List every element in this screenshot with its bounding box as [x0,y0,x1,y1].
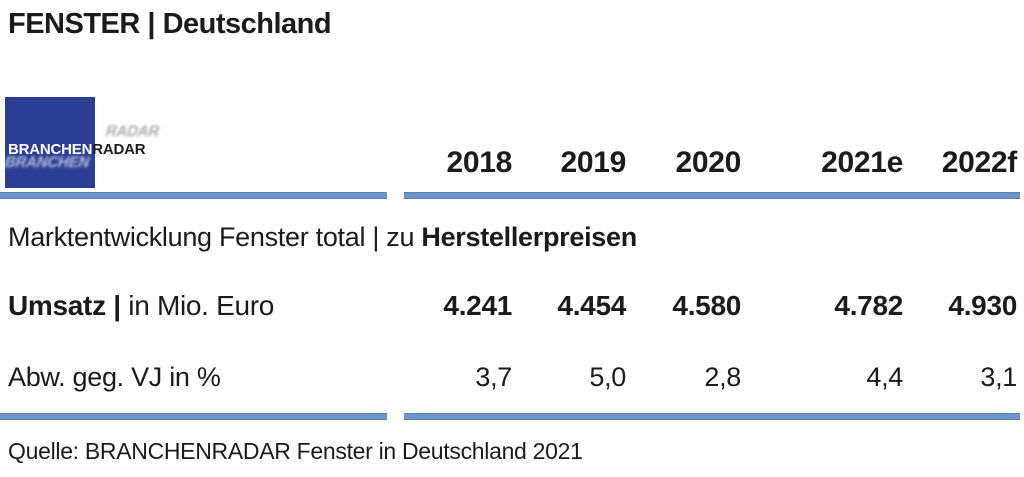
value-umsatz-2020: 4.580 [672,290,741,321]
logo-text-radar: RADAR [92,141,146,158]
column-header-2020: 2020 [675,146,741,179]
section-title: Marktentwicklung Fenster total | zu Hers… [8,222,637,253]
row-label-umsatz: Umsatz | in Mio. Euro [8,290,274,322]
divider-top-left [0,192,387,199]
divider-bottom-right [404,413,1020,420]
column-header-2022f: 2022f [941,146,1018,179]
column-header-2018: 2018 [446,146,512,179]
logo-wordmark: BRANCHENRADAR [8,141,146,158]
table-row-umsatz: Umsatz | in Mio. Euro 4.241 4.454 4.580 … [0,290,1024,326]
value-umsatz-2022f: 4.930 [948,290,1017,321]
value-abweichung-2018: 3,7 [475,362,512,392]
divider-top-right [404,192,1020,199]
section-title-regular: Marktentwicklung Fenster total | zu [8,222,422,252]
logo-square [5,97,95,188]
row-label-umsatz-unit: in Mio. Euro [120,290,275,321]
table-row-abweichung: Abw. geg. VJ in % 3,7 5,0 2,8 4,4 3,1 [0,362,1024,398]
value-abweichung-2021e: 4,4 [866,362,903,392]
logo-text-branchen: BRANCHEN [8,141,93,158]
value-umsatz-2019: 4.454 [557,290,626,321]
branchenradar-logo: BRANCHEN RADAR BRANCHENRADAR [3,97,175,192]
year-header-row: 2018 2019 2020 2021e 2022f [0,146,1024,182]
value-umsatz-2021e: 4.782 [834,290,903,321]
row-label-abweichung: Abw. geg. VJ in % [8,362,221,392]
row-label-umsatz-bold: Umsatz | [8,290,121,321]
logo-ghost-radar: RADAR [103,123,162,140]
value-abweichung-2019: 5,0 [589,362,626,392]
value-umsatz-2018: 4.241 [443,290,512,321]
column-header-2021e: 2021e [821,146,903,179]
section-title-bold: Herstellerpreisen [421,222,637,252]
page-title: FENSTER | Deutschland [8,8,332,40]
value-abweichung-2022f: 3,1 [980,362,1017,392]
column-header-2019: 2019 [560,146,626,179]
value-abweichung-2020: 2,8 [704,362,741,392]
divider-bottom-left [0,413,387,420]
source-note: Quelle: BRANCHENRADAR Fenster in Deutsch… [8,438,583,464]
